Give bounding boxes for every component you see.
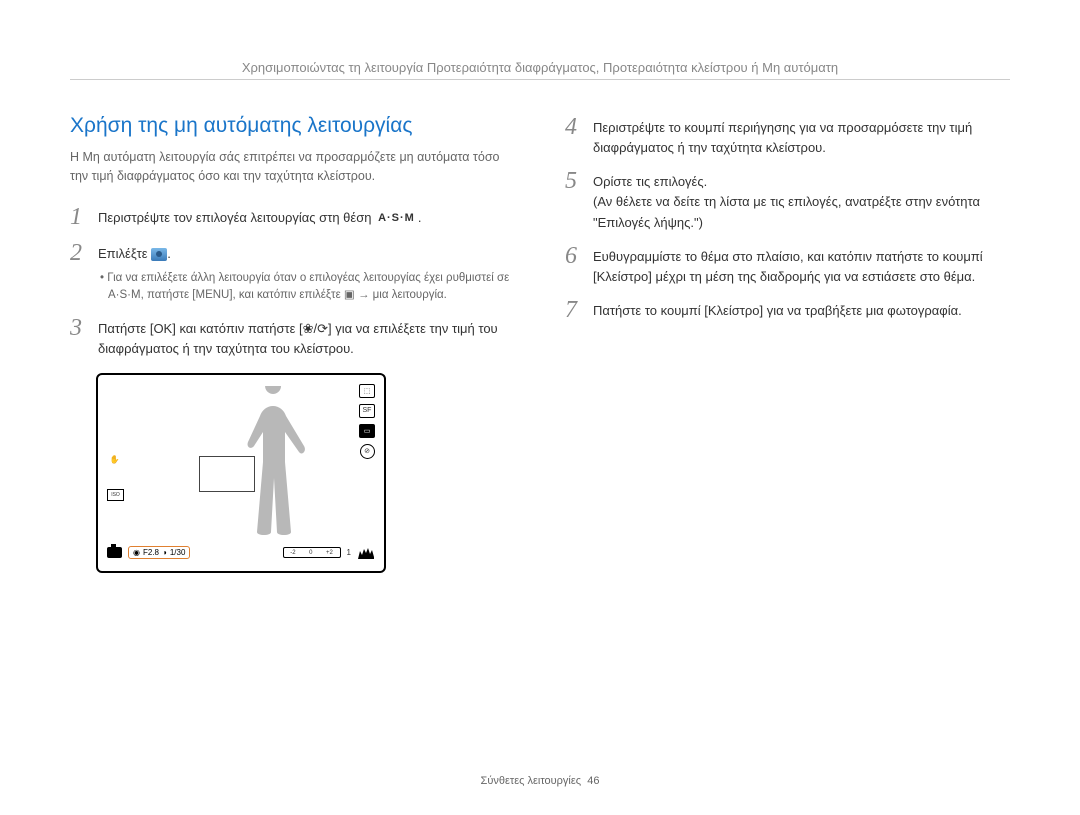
step-number: 1: [70, 204, 88, 230]
section-title: Χρήση της μη αυτόματης λειτουργίας: [70, 114, 515, 138]
page-header: Χρησιμοποιώντας τη λειτουργία Προτεραιότ…: [70, 60, 1010, 80]
intro-text: Η Μη αυτόματη λειτουργία σάς επιτρέπει ν…: [70, 148, 515, 186]
mode-m-icon: [151, 248, 167, 261]
focus-frame: [199, 456, 255, 492]
step-1: 1 Περιστρέψτε τον επιλογέα λειτουργίας σ…: [70, 204, 515, 230]
camera-screen-figure: ⬚ SF ▭ ⊘ ✋ ISO ◉ F2.8 ◑ 1/30: [96, 373, 386, 573]
footer-page-number: 46: [587, 775, 599, 787]
step-number: 2: [70, 240, 88, 305]
step-body: Επιλέξτε . • Για να επιλέξετε άλλη λειτο…: [98, 240, 515, 305]
ois-icon: ✋: [107, 452, 122, 467]
aperture-shutter-pill: ◉ F2.8 ◑ 1/30: [128, 546, 190, 559]
step-7: 7 Πατήστε το κουμπί [Κλείστρο] για να τρ…: [565, 297, 1010, 323]
content-columns: Χρήση της μη αυτόματης λειτουργίας Η Μη …: [70, 114, 1010, 573]
page-footer: Σύνθετες λειτουργίες 46: [0, 775, 1080, 787]
step-number: 3: [70, 315, 88, 359]
right-column: 4 Περιστρέψτε το κουμπί περιήγησης για ν…: [565, 114, 1010, 573]
step-text: Επιλέξτε: [98, 246, 151, 261]
aperture-icon: ◉: [133, 548, 140, 557]
histogram-icon: [357, 547, 375, 559]
step-6: 6 Ευθυγραμμίστε το θέμα στο πλαίσιο, και…: [565, 243, 1010, 287]
step-number: 6: [565, 243, 583, 287]
step-5: 5 Ορίστε τις επιλογές. (Αν θέλετε να δεί…: [565, 168, 1010, 232]
footer-text: Σύνθετες λειτουργίες: [481, 775, 582, 787]
step-body: Ευθυγραμμίστε το θέμα στο πλαίσιο, και κ…: [593, 243, 1010, 287]
right-steps: 4 Περιστρέψτε το κουμπί περιήγησης για ν…: [565, 114, 1010, 323]
step-number: 5: [565, 168, 583, 232]
step-body: Ορίστε τις επιλογές. (Αν θέλετε να δείτε…: [593, 168, 1010, 232]
expo-zero: 0: [309, 550, 312, 556]
quality-sf-icon: SF: [359, 404, 375, 418]
flash-off-icon: ⊘: [360, 444, 375, 459]
shutter-icon: ◑: [162, 548, 167, 557]
step-body: Πατήστε το κουμπί [Κλείστρο] για να τραβ…: [593, 297, 962, 323]
step-4: 4 Περιστρέψτε το κουμπί περιήγησης για ν…: [565, 114, 1010, 158]
left-column: Χρήση της μη αυτόματης λειτουργίας Η Μη …: [70, 114, 515, 573]
left-steps: 1 Περιστρέψτε τον επιλογέα λειτουργίας σ…: [70, 204, 515, 359]
step-body: Περιστρέψτε τον επιλογέα λειτουργίας στη…: [98, 204, 421, 230]
step-number: 4: [565, 114, 583, 158]
exposure-meter: -2 0 +2: [283, 547, 341, 558]
step-2: 2 Επιλέξτε . • Για να επιλέξετε άλλη λει…: [70, 240, 515, 305]
left-icon-column: ✋ ISO: [107, 452, 124, 501]
size-icon: ⬚: [359, 384, 375, 398]
right-icon-column: ⬚ SF ▭ ⊘: [359, 384, 375, 459]
shots-remaining: 1: [347, 548, 351, 557]
step-text: Πατήστε [OK] και κατόπιν πατήστε [❀/⟳] γ…: [98, 321, 498, 356]
step-sub-plain: (Αν θέλετε να δείτε τη λίστα με τις επιλ…: [593, 194, 980, 229]
bottom-info-bar: ◉ F2.8 ◑ 1/30 -2 0 +2 1: [107, 544, 375, 562]
asm-icon: A·S·M: [375, 209, 418, 228]
expo-min: -2: [290, 550, 295, 556]
aperture-value: F2.8: [143, 548, 159, 557]
step-sub-text: Για να επιλέξετε άλλη λειτουργία όταν ο …: [107, 272, 509, 301]
step-sub-bullet: • Για να επιλέξετε άλλη λειτουργία όταν …: [98, 270, 515, 305]
step-3: 3 Πατήστε [OK] και κατόπιν πατήστε [❀/⟳]…: [70, 315, 515, 359]
step-body: Περιστρέψτε το κουμπί περιήγησης για να …: [593, 114, 1010, 158]
iso-icon: ISO: [107, 489, 124, 501]
step-body: Πατήστε [OK] και κατόπιν πατήστε [❀/⟳] γ…: [98, 315, 515, 359]
shutter-value: 1/30: [170, 548, 186, 557]
metering-icon: ▭: [359, 424, 375, 438]
step-number: 7: [565, 297, 583, 323]
camera-icon: [107, 547, 122, 558]
expo-max: +2: [326, 550, 333, 556]
step-text: Ορίστε τις επιλογές.: [593, 174, 707, 189]
step-text: Περιστρέψτε τον επιλογέα λειτουργίας στη…: [98, 210, 375, 225]
